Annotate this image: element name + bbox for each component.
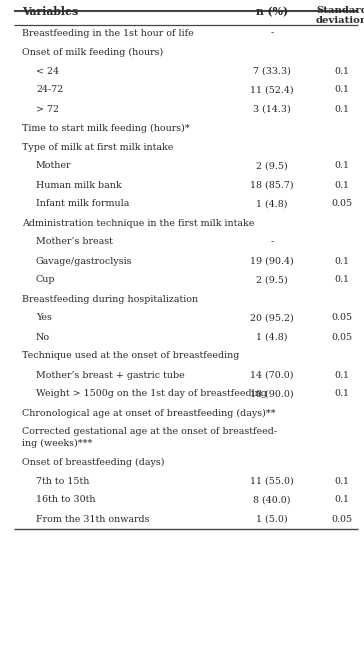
Text: 14 (70.0): 14 (70.0) [250, 370, 294, 380]
Text: 0.1: 0.1 [335, 275, 349, 285]
Text: Mother: Mother [36, 161, 71, 171]
Text: < 24: < 24 [36, 67, 59, 76]
Text: 0.1: 0.1 [335, 476, 349, 486]
Text: 3 (14.3): 3 (14.3) [253, 105, 291, 113]
Text: 7 (33.3): 7 (33.3) [253, 67, 291, 76]
Text: -: - [270, 237, 274, 246]
Text: Mother’s breast + gastric tube: Mother’s breast + gastric tube [36, 370, 185, 380]
Text: Onset of breastfeeding (days): Onset of breastfeeding (days) [22, 457, 165, 467]
Text: 18 (90.0): 18 (90.0) [250, 389, 294, 399]
Text: 0.1: 0.1 [335, 67, 349, 76]
Text: Administration technique in the first milk intake: Administration technique in the first mi… [22, 219, 254, 227]
Text: Weight > 1500g on the 1st day of breastfeeding: Weight > 1500g on the 1st day of breastf… [36, 389, 267, 399]
Text: 0.05: 0.05 [332, 314, 353, 322]
Text: Technique used at the onset of breastfeeding: Technique used at the onset of breastfee… [22, 351, 240, 360]
Text: 2 (9.5): 2 (9.5) [256, 161, 288, 171]
Text: 16th to 30th: 16th to 30th [36, 496, 95, 505]
Text: Mother’s breast: Mother’s breast [36, 237, 113, 246]
Text: 0.05: 0.05 [332, 200, 353, 208]
Text: > 72: > 72 [36, 105, 59, 113]
Text: 7th to 15th: 7th to 15th [36, 476, 90, 486]
Text: n (%): n (%) [256, 6, 288, 17]
Text: 0.05: 0.05 [332, 515, 353, 523]
Text: 1 (4.8): 1 (4.8) [256, 200, 288, 208]
Text: Gavage/gastroclysis: Gavage/gastroclysis [36, 256, 132, 266]
Text: Variables: Variables [22, 6, 78, 17]
Text: 0.1: 0.1 [335, 105, 349, 113]
Text: 1 (5.0): 1 (5.0) [256, 515, 288, 523]
Text: 11 (55.0): 11 (55.0) [250, 476, 294, 486]
Text: Time to start milk feeding (hours)*: Time to start milk feeding (hours)* [22, 123, 190, 132]
Text: 0.1: 0.1 [335, 181, 349, 190]
Text: 20 (95.2): 20 (95.2) [250, 314, 294, 322]
Text: Breastfeeding in the 1st hour of life: Breastfeeding in the 1st hour of life [22, 28, 194, 38]
Text: Type of milk at first milk intake: Type of milk at first milk intake [22, 142, 173, 152]
Text: Onset of milk feeding (hours): Onset of milk feeding (hours) [22, 47, 163, 57]
Text: Infant milk formula: Infant milk formula [36, 200, 129, 208]
Text: From the 31th onwards: From the 31th onwards [36, 515, 150, 523]
Text: 0.1: 0.1 [335, 161, 349, 171]
Text: 24-72: 24-72 [36, 86, 63, 94]
Text: 11 (52.4): 11 (52.4) [250, 86, 294, 94]
Text: 0.1: 0.1 [335, 370, 349, 380]
Text: Corrected gestational age at the onset of breastfeed-
ing (weeks)***: Corrected gestational age at the onset o… [22, 428, 277, 448]
Text: 0.1: 0.1 [335, 496, 349, 505]
Text: No: No [36, 333, 50, 341]
Text: 0.1: 0.1 [335, 389, 349, 399]
Text: Chronological age at onset of breastfeeding (days)**: Chronological age at onset of breastfeed… [22, 409, 276, 418]
Text: 19 (90.4): 19 (90.4) [250, 256, 294, 266]
Text: 0.05: 0.05 [332, 333, 353, 341]
Text: 2 (9.5): 2 (9.5) [256, 275, 288, 285]
Text: 8 (40.0): 8 (40.0) [253, 496, 291, 505]
Text: 18 (85.7): 18 (85.7) [250, 181, 294, 190]
Text: Yes: Yes [36, 314, 52, 322]
Text: -: - [270, 28, 274, 38]
Text: Standard
deviation: Standard deviation [316, 6, 364, 26]
Text: Cup: Cup [36, 275, 55, 285]
Text: Human milk bank: Human milk bank [36, 181, 122, 190]
Text: 0.1: 0.1 [335, 86, 349, 94]
Text: 0.1: 0.1 [335, 256, 349, 266]
Text: Breastfeeding during hospitalization: Breastfeeding during hospitalization [22, 295, 198, 304]
Text: 1 (4.8): 1 (4.8) [256, 333, 288, 341]
